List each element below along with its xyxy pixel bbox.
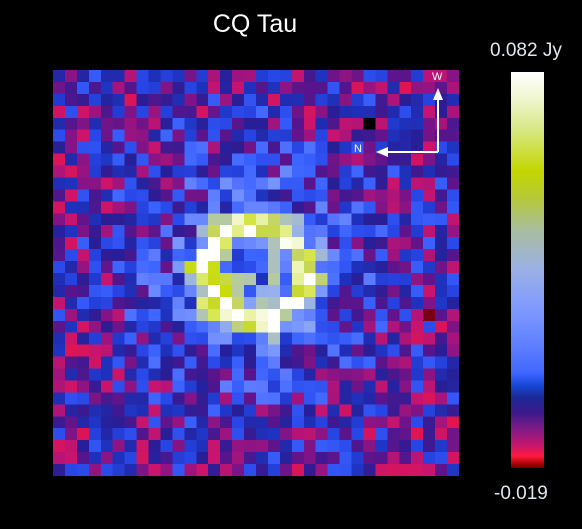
intensity-map <box>53 70 459 476</box>
colorbar-min-label: -0.019 <box>494 483 548 504</box>
intensity-map-canvas <box>53 70 459 476</box>
compass-rose: W N <box>354 71 443 157</box>
west-label: W <box>432 71 443 83</box>
north-label: N <box>354 143 362 155</box>
image-title: CQ Tau <box>212 10 298 38</box>
colorbar <box>511 72 544 468</box>
west-arrow-head <box>433 88 443 100</box>
colorbar-max-label: 0.082 Jy <box>490 40 562 61</box>
north-arrow-head <box>376 147 388 157</box>
